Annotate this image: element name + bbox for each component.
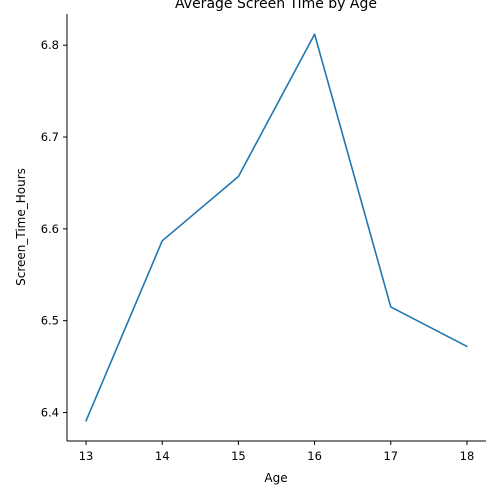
y-tick-label: 6.8 <box>41 38 59 52</box>
series-group <box>85 33 468 422</box>
y-ticks: 6.4 6.5 6.6 6.7 6.8 <box>41 38 67 420</box>
x-tick-label: 15 <box>231 449 246 463</box>
y-tick-label: 6.6 <box>41 222 59 236</box>
chart-title: Average Screen Time by Age <box>175 0 377 12</box>
y-tick-label: 6.7 <box>41 130 59 144</box>
x-ticks: 13 14 15 16 17 18 <box>79 441 475 463</box>
y-tick-label: 6.5 <box>41 314 59 328</box>
x-tick-label: 18 <box>460 449 475 463</box>
series-line-0 <box>85 33 468 422</box>
axes <box>66 14 486 442</box>
x-tick-label: 13 <box>79 449 94 463</box>
y-axis-label: Screen_Time_Hours <box>14 168 28 286</box>
x-axis-label: Age <box>264 471 287 485</box>
x-tick-label: 17 <box>383 449 398 463</box>
x-tick-label: 14 <box>155 449 170 463</box>
x-tick-label: 16 <box>307 449 322 463</box>
y-tick-label: 6.4 <box>41 406 59 420</box>
